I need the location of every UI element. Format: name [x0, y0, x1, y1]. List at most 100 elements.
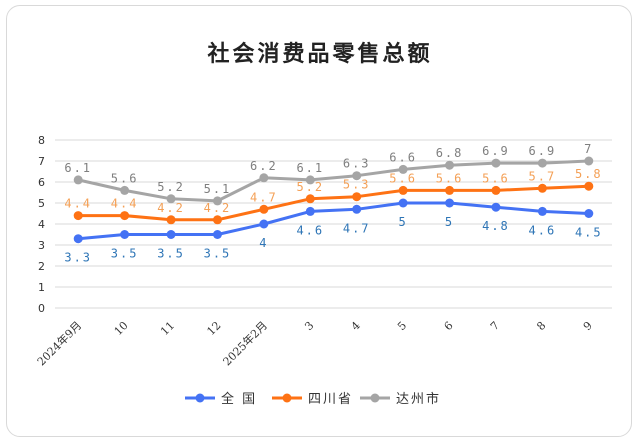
data-point [352, 192, 362, 202]
data-label: 4.7 [343, 221, 371, 235]
data-label: 4.2 [204, 201, 232, 215]
data-point [212, 230, 222, 239]
data-label: 4.4 [111, 197, 139, 211]
data-label: 5.6 [389, 171, 417, 185]
data-point [352, 204, 362, 214]
data-point [259, 173, 269, 183]
data-label: 5 [399, 215, 408, 229]
data-point [584, 209, 594, 218]
data-point [398, 198, 408, 208]
data-point [537, 206, 547, 216]
data-label: 5.7 [529, 169, 557, 183]
data-label: 4.4 [64, 197, 92, 211]
data-point [259, 219, 269, 229]
data-label: 7 [584, 142, 593, 156]
chart-title: 社会消费品零售总额 [207, 42, 433, 67]
data-point [166, 194, 176, 204]
data-label: 6.9 [482, 144, 510, 158]
x-tick-label: 11 [158, 319, 177, 338]
data-label: 4.2 [157, 201, 185, 215]
y-tick-label: 3 [38, 239, 45, 252]
data-point [120, 185, 130, 195]
data-label: 5.1 [204, 182, 232, 196]
series-line [76, 201, 591, 241]
data-point [73, 175, 83, 185]
data-label: 4.6 [296, 223, 324, 237]
x-tick-label: 2025年2月 [220, 318, 270, 368]
data-label: 5.6 [436, 171, 464, 185]
data-point [120, 211, 130, 221]
data-point [537, 158, 547, 168]
legend-marker [195, 393, 205, 403]
data-point [212, 215, 222, 225]
data-label: 6.3 [343, 157, 371, 171]
data-label: 5.2 [157, 180, 185, 194]
legend-label: 达州市 [396, 391, 441, 407]
data-point [445, 198, 455, 208]
y-tick-label: 4 [38, 218, 45, 231]
data-label: 6.6 [389, 150, 417, 164]
y-tick-label: 6 [38, 176, 45, 189]
y-tick-label: 2 [38, 260, 45, 273]
data-point [491, 185, 501, 195]
data-label: 3.5 [204, 247, 232, 261]
data-point [537, 183, 547, 193]
series-line [76, 159, 591, 203]
x-tick-label: 2024年9月 [34, 318, 84, 368]
data-point [398, 164, 408, 174]
data-label: 4.5 [575, 226, 603, 240]
data-label: 6.1 [64, 161, 92, 175]
data-label: 5.6 [111, 171, 139, 185]
y-tick-label: 1 [38, 281, 45, 294]
legend-label: 全 国 [221, 391, 257, 407]
x-tick-label: 7 [488, 319, 502, 333]
data-point [584, 156, 594, 166]
y-tick-label: 5 [38, 197, 45, 210]
data-point [305, 175, 315, 185]
data-label: 4.8 [482, 219, 510, 233]
data-point [398, 185, 408, 195]
legend-label: 四川省 [308, 392, 353, 407]
x-tick-label: 6 [442, 319, 456, 333]
data-label: 3.5 [111, 247, 139, 261]
data-point [491, 158, 501, 168]
series-line [76, 184, 591, 222]
x-tick-label: 4 [349, 319, 363, 333]
data-point [445, 185, 455, 195]
data-point [491, 202, 501, 212]
data-label: 5.6 [482, 171, 510, 185]
data-point [259, 204, 269, 214]
data-point [73, 211, 83, 221]
data-point [212, 196, 222, 206]
y-tick-label: 8 [38, 134, 45, 147]
data-point [73, 234, 83, 244]
data-label: 6.2 [250, 159, 278, 173]
data-label: 4 [259, 236, 268, 250]
data-point [166, 230, 176, 239]
legend-marker [282, 393, 292, 403]
data-label: 5.2 [296, 180, 324, 194]
x-tick-label: 8 [534, 319, 548, 333]
data-label: 6.1 [296, 161, 324, 175]
data-label: 3.3 [64, 251, 92, 265]
data-point [445, 160, 455, 170]
x-tick-label: 5 [395, 319, 409, 333]
x-tick-label: 10 [112, 319, 131, 338]
y-tick-label: 7 [38, 155, 45, 168]
legend-marker [370, 393, 380, 403]
chart-frame [6, 5, 632, 437]
x-tick-label: 9 [581, 319, 595, 333]
data-label: 6.8 [436, 146, 464, 160]
data-point [305, 206, 315, 216]
x-tick-label: 3 [302, 319, 316, 333]
data-label: 4.6 [529, 223, 557, 237]
x-tick-label: 12 [204, 319, 223, 338]
data-label: 3.5 [157, 247, 185, 261]
data-label: 5.3 [343, 178, 371, 192]
data-label: 5 [445, 215, 454, 229]
data-label: 5.8 [575, 167, 603, 181]
data-point [584, 181, 594, 191]
data-label: 6.9 [529, 144, 557, 158]
data-label: 4.7 [250, 190, 278, 204]
